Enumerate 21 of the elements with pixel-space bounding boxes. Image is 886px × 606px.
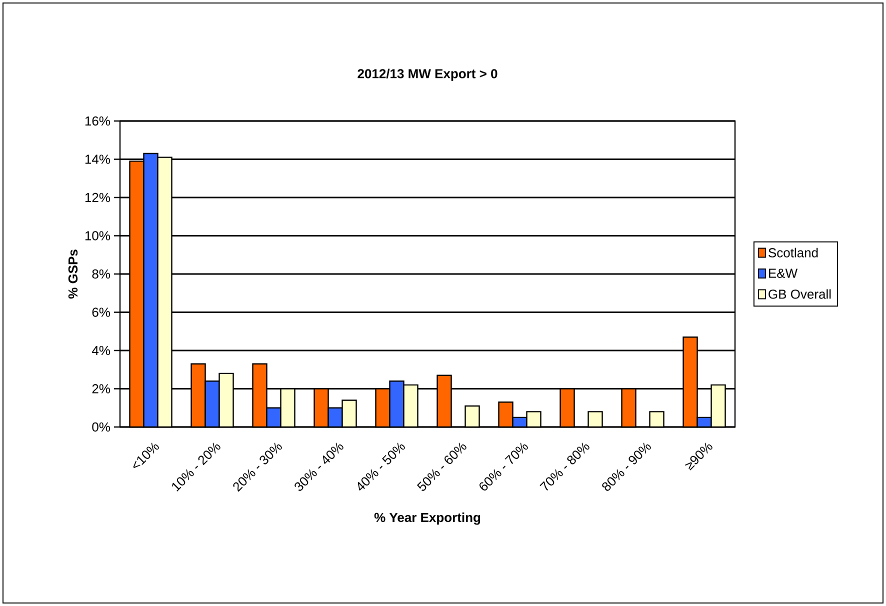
y-axis-title: % GSPs: [68, 250, 78, 299]
y-tick-label: 14%: [85, 154, 110, 164]
legend-label: GB Overall: [768, 289, 831, 299]
legend-label: Scotland: [768, 248, 818, 258]
x-tick-label: 40% - 50%: [358, 442, 405, 491]
y-tick-label: 0%: [92, 422, 110, 432]
y-tick-label: 6%: [92, 308, 110, 317]
x-tick-label: 50% - 60%: [416, 442, 466, 491]
y-tick-label: 10%: [85, 231, 110, 240]
chart-title: 2012/13 MW Export > 0: [358, 68, 498, 81]
y-tick-label: 4%: [92, 346, 110, 356]
y-tick-label: 16%: [85, 116, 110, 126]
legend-label: E&W: [769, 268, 798, 278]
y-tick-label: 12%: [85, 192, 110, 202]
y-tick-label: 8%: [92, 269, 110, 279]
x-tick-label: 30% - 40%: [294, 442, 344, 491]
x-tick-label: 60% - 70%: [480, 442, 528, 491]
x-axis-title: % Year Exporting: [374, 512, 480, 525]
y-tick-label: 2%: [92, 384, 110, 394]
x-tick-label: 70% - 80%: [540, 442, 590, 491]
x-tick-label: 80% - 90%: [602, 442, 651, 491]
